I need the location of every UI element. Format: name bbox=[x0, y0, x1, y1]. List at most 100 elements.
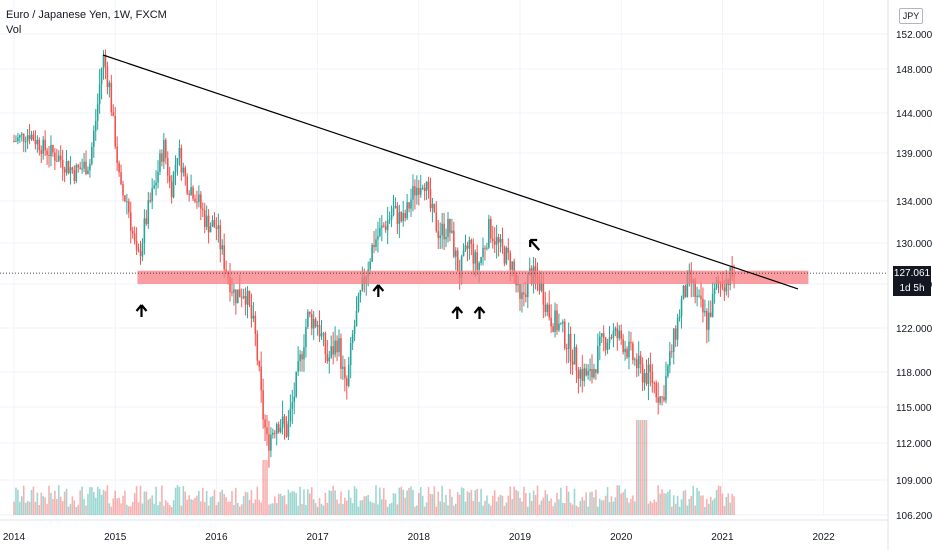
volume-bar bbox=[293, 491, 296, 515]
candle-body bbox=[488, 219, 490, 248]
candle-body bbox=[423, 187, 426, 192]
candle-body bbox=[583, 368, 586, 381]
candle-body bbox=[40, 150, 43, 154]
candle-body bbox=[81, 168, 83, 170]
candle-body bbox=[338, 338, 340, 353]
candle-body bbox=[626, 348, 628, 358]
candle-body bbox=[205, 215, 208, 228]
candle-body bbox=[326, 354, 329, 362]
volume-bar bbox=[581, 497, 584, 515]
volume-bar bbox=[597, 506, 599, 515]
volume-bar bbox=[659, 493, 661, 515]
candle-body bbox=[414, 186, 416, 196]
candle-body bbox=[272, 432, 274, 435]
candle-body bbox=[143, 218, 146, 244]
candle-body bbox=[332, 346, 334, 355]
volume-bar bbox=[34, 501, 37, 515]
volume-bar bbox=[250, 490, 253, 515]
volume-bar bbox=[344, 497, 346, 515]
candle-body bbox=[482, 247, 484, 257]
volume-bar bbox=[521, 501, 523, 515]
candle-body bbox=[221, 245, 224, 250]
candle-body bbox=[314, 319, 317, 327]
candle-body bbox=[657, 397, 659, 403]
volume-bar bbox=[600, 500, 603, 515]
candle-body bbox=[416, 187, 418, 196]
candle-body bbox=[153, 185, 155, 189]
volume-bar bbox=[733, 496, 735, 515]
candle-body bbox=[237, 289, 239, 304]
volume-bar bbox=[295, 492, 297, 515]
candle-body bbox=[295, 371, 297, 397]
price-tick-label: 148.000 bbox=[896, 65, 932, 76]
volume-bar bbox=[462, 488, 465, 515]
volume-bar bbox=[612, 501, 615, 515]
symbol-title[interactable]: Euro / Japanese Yen, 1W, FXCM bbox=[6, 9, 167, 21]
volume-bar bbox=[488, 503, 490, 515]
volume-bar bbox=[126, 504, 128, 515]
volume-bar bbox=[203, 502, 206, 515]
candle-body bbox=[519, 284, 521, 299]
volume-bar bbox=[188, 495, 190, 515]
candle-body bbox=[104, 54, 107, 67]
volume-bar bbox=[400, 486, 403, 515]
volume-bar bbox=[143, 491, 146, 515]
time-tick-label: 2014 bbox=[3, 532, 26, 543]
candle-body bbox=[474, 252, 477, 264]
volume-bar bbox=[309, 493, 311, 515]
candle-body bbox=[355, 310, 358, 327]
candle-body bbox=[598, 336, 601, 346]
candle-body bbox=[676, 318, 679, 340]
candle-body bbox=[182, 167, 185, 173]
volume-bar bbox=[384, 499, 387, 515]
candle-body bbox=[149, 200, 152, 202]
candle-body bbox=[608, 337, 611, 344]
candle-body bbox=[591, 368, 593, 378]
volume-bar bbox=[307, 489, 309, 515]
candle-body bbox=[698, 295, 700, 297]
candle-body bbox=[392, 208, 395, 216]
volume-bar bbox=[28, 501, 31, 515]
candle-body bbox=[322, 333, 325, 335]
volume-bar bbox=[17, 489, 19, 515]
candle-body bbox=[258, 360, 261, 367]
candle-body bbox=[289, 408, 292, 422]
volume-bar bbox=[165, 500, 167, 515]
candle-body bbox=[713, 288, 716, 294]
volume-bar bbox=[704, 506, 706, 515]
time-tick-label: 2021 bbox=[711, 532, 734, 543]
volume-bar bbox=[322, 505, 325, 515]
candle-body bbox=[347, 365, 350, 386]
volume-bar bbox=[676, 495, 679, 515]
volume-bar bbox=[472, 501, 475, 515]
volume-bar bbox=[71, 496, 74, 515]
candle-body bbox=[497, 237, 500, 243]
volume-bar bbox=[91, 487, 93, 515]
volume-bar bbox=[159, 501, 161, 515]
volume-bar bbox=[431, 494, 434, 515]
volume-bar bbox=[172, 500, 175, 515]
volume-bar bbox=[482, 505, 484, 515]
volume-bar bbox=[217, 501, 220, 515]
volume-bar bbox=[61, 501, 64, 515]
candle-body bbox=[77, 165, 80, 168]
currency-selector[interactable]: JPY bbox=[899, 8, 923, 24]
candle-body bbox=[511, 261, 514, 270]
candle-body bbox=[201, 208, 204, 211]
volume-indicator-label[interactable]: Vol bbox=[6, 24, 22, 36]
candle-body bbox=[131, 230, 134, 234]
candle-body bbox=[655, 382, 658, 398]
volume-bar bbox=[509, 486, 512, 515]
candle-body bbox=[30, 134, 33, 140]
candle-body bbox=[507, 247, 510, 253]
volume-bar bbox=[246, 492, 249, 515]
candle-body bbox=[159, 153, 161, 172]
volume-bar bbox=[669, 489, 671, 515]
drawing-annotations[interactable] bbox=[0, 54, 888, 319]
candle-body bbox=[309, 311, 311, 315]
volume-bar bbox=[108, 503, 111, 515]
volume-bar bbox=[505, 502, 508, 515]
candle-body bbox=[659, 396, 661, 403]
candle-body bbox=[17, 137, 19, 141]
